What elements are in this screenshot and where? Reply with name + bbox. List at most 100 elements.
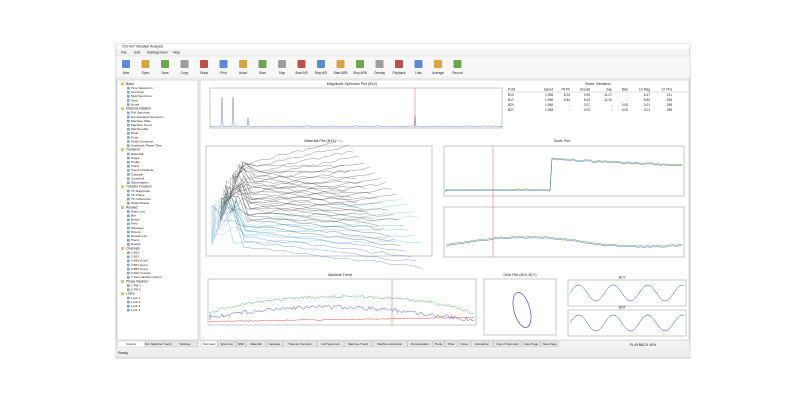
side-tab-label[interactable]: Ind. Machine Trend xyxy=(145,342,171,346)
page-tab-label[interactable]: Annotation xyxy=(475,342,490,346)
toolbar-label[interactable]: Print xyxy=(220,71,227,75)
toolbar-label[interactable]: Lists xyxy=(415,71,422,75)
toolbar-label[interactable]: Playback xyxy=(393,71,406,75)
menu-item[interactable]: Settings xyxy=(147,50,160,54)
page-tab[interactable] xyxy=(217,340,236,348)
page-tab[interactable] xyxy=(540,340,559,348)
toolbar-label[interactable]: Save xyxy=(161,71,168,75)
page-tab-label[interactable]: Machine Historical xyxy=(377,342,402,346)
page-tab-label[interactable]: Notes xyxy=(460,342,468,346)
page-tab-label[interactable]: Summary xyxy=(203,342,216,346)
page-tab-label[interactable]: Transfer Function xyxy=(288,342,312,346)
tree-item[interactable]: Trend xyxy=(131,238,139,242)
page-tab[interactable] xyxy=(344,340,372,348)
toolbar-label[interactable]: Start xyxy=(259,71,266,75)
tree-item[interactable]: Notes xyxy=(131,102,140,106)
page-tab[interactable] xyxy=(200,340,218,348)
toolbar-icon[interactable] xyxy=(200,60,208,68)
tree-item[interactable]: Bar xyxy=(131,214,136,218)
tree-item[interactable]: 2 PM 2 xyxy=(131,288,141,292)
toolbar-label[interactable]: Start API xyxy=(295,71,308,75)
toolbar-label[interactable]: About xyxy=(239,71,247,75)
tree-item[interactable]: TF Magnitude xyxy=(131,189,150,193)
tree-item[interactable]: Alarm List xyxy=(131,209,145,213)
toolbar-label[interactable]: Start ARB xyxy=(334,71,348,75)
toolbar-icon[interactable] xyxy=(453,60,462,68)
tree-item[interactable]: Lock 1 xyxy=(131,296,140,300)
toolbar-icon[interactable] xyxy=(219,60,228,68)
page-tab[interactable] xyxy=(522,340,541,348)
tree-item[interactable]: Machine Bar xyxy=(131,127,148,131)
tree-item[interactable]: Spectrogram xyxy=(131,181,149,185)
tree-item[interactable]: Trend Amplitude xyxy=(131,168,154,172)
toolbar-icon[interactable] xyxy=(336,60,345,68)
toolbar-label[interactable]: Open xyxy=(142,71,150,75)
toolbar-icon[interactable] xyxy=(414,60,423,68)
tree-item[interactable]: Waterfall xyxy=(131,152,143,156)
tree-group[interactable]: Channels xyxy=(126,246,140,250)
tree-item[interactable]: Lock 2 xyxy=(131,300,140,304)
tree-item[interactable]: 1 PM 1 xyxy=(131,283,141,287)
toolbar-icon[interactable] xyxy=(258,60,267,68)
page-tab[interactable] xyxy=(266,340,283,348)
tree-item[interactable]: Button xyxy=(131,218,140,222)
tree-item[interactable]: 3 B2X Accel xyxy=(131,259,148,263)
tree-item[interactable]: Orbit xyxy=(131,98,138,102)
page-tab-label[interactable]: Full Spectrum xyxy=(321,342,340,346)
page-tab-label[interactable]: Spectrum xyxy=(220,342,233,346)
toolbar-icon[interactable] xyxy=(141,60,150,68)
tree-item[interactable]: Amplitude Phase Time xyxy=(131,144,162,148)
toolbar-icon[interactable] xyxy=(434,60,442,68)
tree-group[interactable]: Related xyxy=(126,205,138,209)
page-tab[interactable] xyxy=(245,340,266,348)
toolbar-icon[interactable] xyxy=(239,60,247,68)
tree-item[interactable]: Trend xyxy=(131,164,139,168)
toolbar-label[interactable]: New xyxy=(123,71,130,75)
tree-item[interactable]: Lock 3 xyxy=(131,304,140,308)
page-tab[interactable] xyxy=(371,340,408,348)
menu-item[interactable]: File xyxy=(121,50,127,54)
side-tab[interactable] xyxy=(144,340,172,348)
tree-group[interactable]: Transient xyxy=(126,148,140,152)
tree-item[interactable]: Polar xyxy=(131,135,138,139)
toolbar-icon[interactable] xyxy=(161,60,169,68)
page-tab-label[interactable]: New Page xyxy=(524,342,538,346)
toolbar-icon[interactable] xyxy=(395,60,403,68)
toolbar-label[interactable]: Stop ARB xyxy=(353,71,367,75)
toolbar-label[interactable]: Stop API xyxy=(315,71,328,75)
page-tab[interactable] xyxy=(236,340,246,348)
page-tab-label[interactable]: DSR xyxy=(238,342,245,346)
tree-item[interactable]: 2 B1Y xyxy=(131,255,139,259)
toolbar-icon[interactable] xyxy=(375,60,384,68)
tree-item[interactable]: Picture xyxy=(131,230,141,234)
tree-item[interactable]: Modal Status xyxy=(131,201,150,205)
tree-item[interactable]: Full Spectrum xyxy=(131,111,151,115)
toolbar-icon[interactable] xyxy=(297,60,306,68)
tree-item[interactable]: TF Phase xyxy=(131,193,145,197)
tree-item[interactable]: 1 B1X xyxy=(131,251,139,255)
tree-item[interactable]: Single xyxy=(131,156,140,160)
tree-item[interactable]: Campbell xyxy=(131,176,144,180)
page-tab[interactable] xyxy=(493,340,522,348)
page-tab[interactable] xyxy=(407,340,433,348)
tree-item[interactable]: Message xyxy=(131,226,144,230)
tree-group[interactable]: Basic xyxy=(126,82,134,86)
tree-item[interactable]: Time Waveform xyxy=(131,86,153,90)
side-tab-label[interactable]: Graphs xyxy=(126,342,136,346)
toolbar-label[interactable]: Stop xyxy=(279,71,286,75)
tree-item[interactable]: Lock 4 xyxy=(131,308,140,312)
tree-item[interactable]: Demodulated Spectrum xyxy=(131,115,164,119)
page-tab-label[interactable]: Cap of Summary xyxy=(496,342,519,346)
page-tab[interactable] xyxy=(433,340,445,348)
tree-item[interactable]: Machine Table xyxy=(131,119,151,123)
tree-item[interactable]: Spectrum xyxy=(131,90,145,94)
toolbar-label[interactable]: Copy xyxy=(181,71,189,75)
page-tab[interactable] xyxy=(471,340,493,348)
page-tab-label[interactable]: Demodulation xyxy=(411,342,430,346)
tree-item[interactable]: Results List xyxy=(131,234,147,238)
tree-item[interactable]: TF Coherence xyxy=(131,197,151,201)
page-tab-label[interactable]: New Page xyxy=(543,342,557,346)
toolbar-label[interactable]: Overlay xyxy=(374,71,385,75)
tree-group[interactable]: Locks xyxy=(126,292,135,296)
page-tab-label[interactable]: Machine Trend xyxy=(348,342,368,346)
